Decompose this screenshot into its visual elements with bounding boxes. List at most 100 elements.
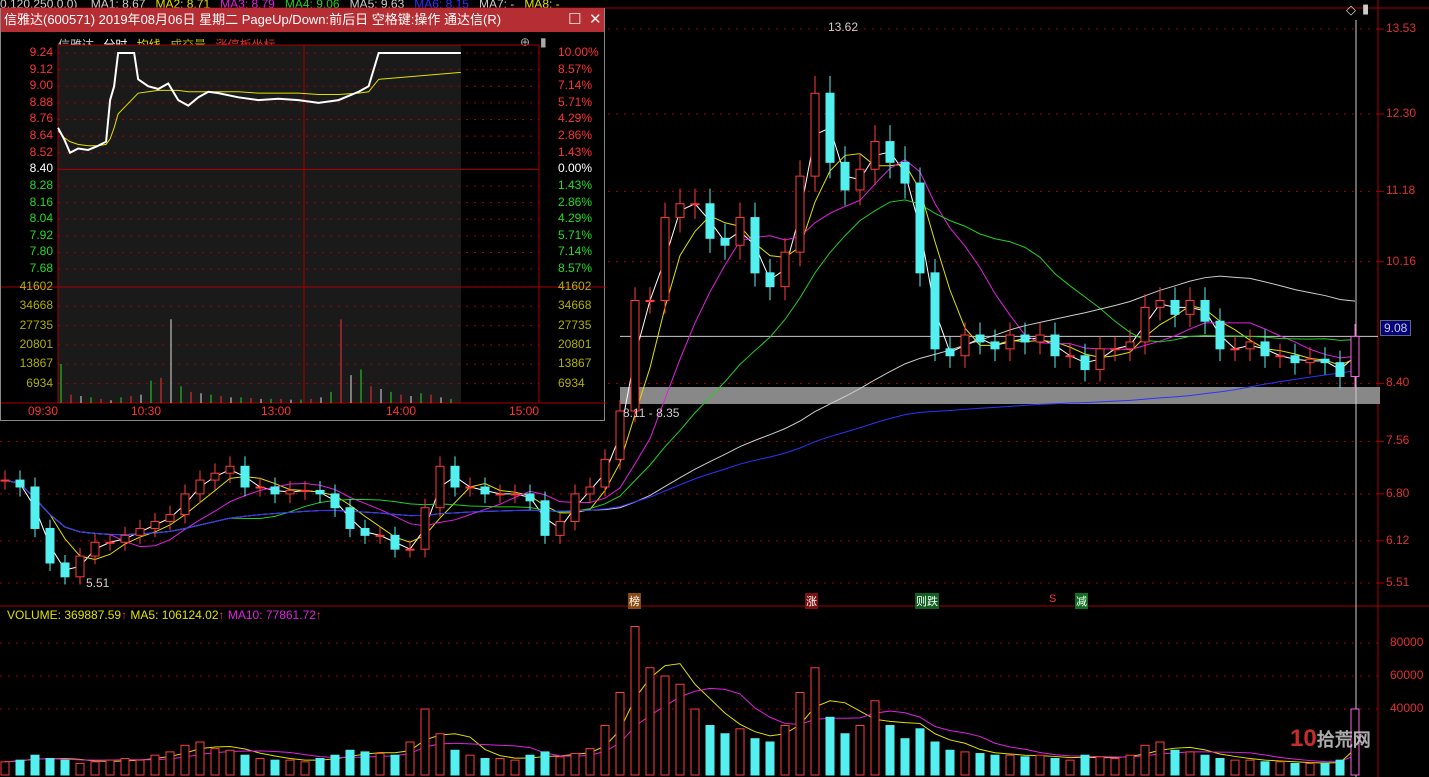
volume-bar [1245,759,1255,776]
volume-bar [870,700,880,776]
volume-bar [30,754,40,776]
volume-bar [1155,741,1165,776]
candle-body [510,493,520,496]
event-tag[interactable]: 减 [1075,593,1088,609]
upload-icon[interactable]: ⊕ [520,35,531,49]
candle-body [1245,341,1255,350]
candle-body [45,527,55,564]
volume-bar [1290,762,1300,776]
price-tick-label: 6.12 [1386,532,1410,547]
volume-bar [150,754,160,776]
candle-body [1170,299,1180,315]
volume-bar [15,759,25,776]
volume-bar [1110,758,1120,776]
volume-bar [735,728,745,776]
candle-body [75,555,85,578]
volume-tick-label: 40000 [1390,701,1424,715]
candle-body [165,514,175,523]
ma-value-7: MA7: - [478,0,515,8]
candle-body [255,486,265,489]
volume-bar [855,725,865,776]
volume-bar [930,741,940,776]
candle-body [600,458,610,488]
volume-value: VOLUME: 369887.59 [7,608,122,622]
volume-bar [300,761,310,776]
candle-body [375,534,385,537]
candle-body [720,237,730,246]
candle-body [990,341,1000,350]
candle-body [225,465,235,474]
volume-bar [1350,708,1360,776]
sidebar-icon[interactable]: ▮ [540,35,547,49]
candle-body [525,493,535,502]
popup-title-bar[interactable]: 信雅达(600571) 2019年08月06日 星期二 PageUp/Down:… [1,8,604,32]
volume-tick-label: 41602 [558,278,592,293]
diamond-icon[interactable]: ◇ [1346,2,1356,17]
close-icon[interactable]: ✕ [589,11,602,28]
volume-bar [675,683,685,776]
price-tick-label: 9.24 [29,45,53,59]
volume-bar [315,758,325,776]
price-tick-label: 7.80 [29,244,53,259]
candle-body [1305,358,1315,364]
candle-body [1095,348,1105,371]
volume-bar [435,733,445,776]
volume-bar [450,749,460,776]
candle-body [1080,355,1090,371]
candle-body [675,203,685,219]
candle-body [1275,355,1285,358]
event-tag[interactable]: 榜 [628,593,641,609]
volume-bar [1050,758,1060,776]
percent-tick-label: 8.57% [558,261,593,276]
candle-body [1260,341,1270,357]
event-tag[interactable]: 则跌 [915,593,939,609]
event-tag[interactable]: 涨 [805,593,818,609]
volume-bar [90,761,100,776]
volume-bar [1260,761,1270,776]
maximize-icon[interactable]: ☐ [568,11,582,28]
candle-body [630,299,640,412]
ma-line [4,370,1356,536]
candle-body [1125,341,1135,350]
candle-body [330,493,340,509]
volume-bar [510,759,520,776]
candle-body [135,527,145,536]
candle-body [765,272,775,288]
intraday-popup[interactable]: 信雅达(600571) 2019年08月06日 星期二 PageUp/Down:… [0,8,606,421]
ma-value-6: MA6: 8.15 [414,0,469,8]
candle-body [795,175,805,253]
ma-value-8: MA8: - [524,0,560,8]
panel-toggle-icon[interactable]: ▮ [1362,1,1370,16]
candle-body [690,203,700,206]
volume-bar [915,728,925,776]
volume-bar [570,753,580,776]
volume-bar [1170,749,1180,776]
candle-body [210,472,220,481]
price-tick-label: 13.53 [1386,21,1417,35]
volume-bar [585,748,595,776]
candle-body [870,141,880,170]
candle-body [1035,334,1045,343]
candle-body [15,479,25,488]
candle-body [735,217,745,246]
volume-bar [0,761,10,776]
percent-tick-label: 2.86% [558,194,593,209]
volume-bar [810,667,820,776]
volume-bar [45,758,55,776]
volume-bar [195,741,205,776]
volume-tick-label: 34668 [558,298,592,313]
ma-value-3: MA3: 8.79 [220,0,275,8]
volume-tick-label: 20801 [19,336,53,351]
percent-tick-label: 1.43% [558,177,593,192]
candle-body [390,534,400,550]
candle-body [360,527,370,536]
event-tag[interactable]: S [1048,593,1058,605]
volume-tick-label: 41602 [19,278,53,293]
volume-bar [1200,754,1210,776]
volume-bar [615,692,625,776]
candle-body [1200,299,1210,322]
candle-body [300,489,310,492]
price-tick-label: 9.12 [29,61,53,76]
price-tick-label: 5.51 [1386,575,1410,590]
